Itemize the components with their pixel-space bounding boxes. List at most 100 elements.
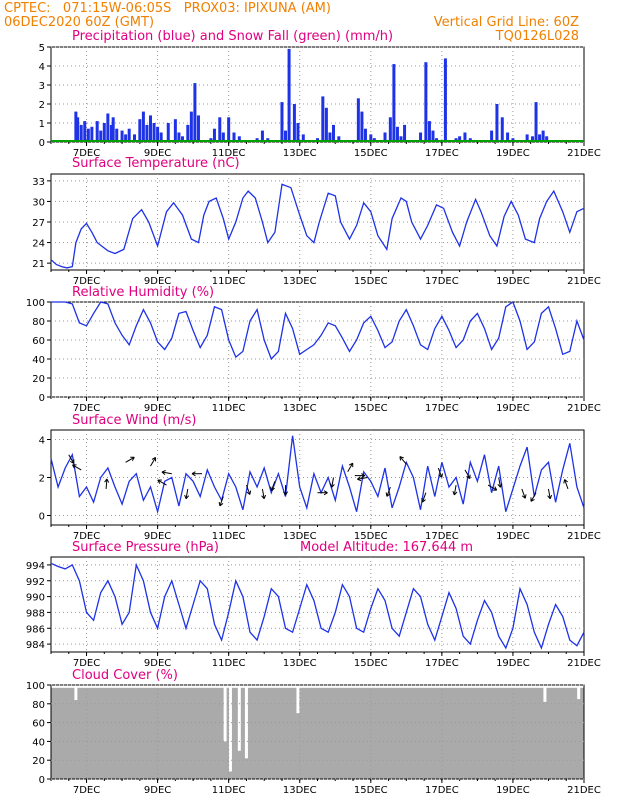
- precip-bar: [388, 117, 392, 142]
- cloud-title: Cloud Cover (%): [72, 668, 178, 683]
- wind-arrow: [453, 485, 457, 496]
- wind-arrow-head: [547, 495, 551, 500]
- precip-bar: [148, 115, 152, 142]
- header-line1: CPTEC: 071:15W-06:05S PROX03: IPIXUNA (A…: [4, 1, 331, 16]
- panel-frame-1: [50, 173, 585, 271]
- wind-arrow: [547, 488, 551, 499]
- x-tick-label: 11DEC: [212, 785, 246, 796]
- wind-arrow-head: [521, 495, 526, 499]
- y-tick-label: 80: [32, 700, 45, 711]
- x-tick-label: 19DEC: [496, 403, 530, 414]
- y-tick-label: 5: [39, 43, 45, 54]
- wind-arrow-head: [524, 494, 527, 499]
- x-tick-label: 17DEC: [425, 531, 459, 542]
- wind-arrow: [331, 477, 334, 488]
- pressure-title: Surface Pressure (hPa): [72, 540, 219, 555]
- wind-arrow-head: [563, 479, 566, 484]
- temp-title: Surface Temperature (nC): [72, 156, 240, 171]
- precip-bar: [166, 123, 170, 142]
- series-line-2: [51, 300, 585, 361]
- wind-arrow-head: [271, 487, 275, 492]
- precip-bar: [106, 113, 110, 142]
- wind-arrow: [399, 456, 407, 465]
- precip-bar: [424, 62, 428, 143]
- wind-arrow-head: [453, 491, 458, 496]
- wind-arrow-head: [530, 498, 535, 502]
- precip-bar: [383, 132, 387, 142]
- precip-bar: [124, 134, 128, 142]
- precip-bar: [545, 136, 549, 142]
- x-tick-label: 17DEC: [425, 785, 459, 796]
- x-tick-label: 15DEC: [354, 276, 388, 287]
- x-tick-label: 7DEC: [73, 276, 100, 287]
- precip-bar: [152, 123, 156, 142]
- x-tick-label: 19DEC: [496, 785, 530, 796]
- x-tick-label: 15DEC: [354, 785, 388, 796]
- wind-arrow: [261, 488, 265, 499]
- precip-bar: [138, 119, 142, 142]
- wind-arrow-head: [386, 493, 391, 497]
- precip-bar: [177, 132, 181, 142]
- precip-bar: [369, 134, 373, 142]
- x-tick-label: 21DEC: [567, 276, 601, 287]
- precip-bar: [431, 130, 435, 142]
- wind-arrow-head: [285, 491, 289, 496]
- precip-bar: [525, 134, 529, 142]
- wind-arrow: [185, 488, 189, 499]
- precip-bar: [111, 117, 115, 142]
- x-tick-label: 13DEC: [283, 785, 317, 796]
- y-tick-label: 60: [32, 719, 45, 730]
- y-tick-label: 100: [26, 298, 45, 309]
- precip-bar: [284, 130, 288, 142]
- y-tick-label: 0: [39, 775, 45, 786]
- precip-bar: [356, 98, 360, 142]
- precip-bar: [102, 123, 106, 142]
- wind-arrow-head: [385, 492, 388, 497]
- wind-arrow-head: [361, 473, 366, 477]
- panel-frame-0: [50, 46, 585, 143]
- precip-bar: [541, 130, 545, 142]
- y-tick-label: 20: [32, 374, 45, 385]
- precip-bar: [490, 130, 494, 142]
- cloud-gap: [577, 685, 581, 700]
- y-tick-label: 40: [32, 737, 45, 748]
- x-tick-label: 13DEC: [283, 276, 317, 287]
- x-tick-label: 21DEC: [567, 785, 601, 796]
- wind-arrow: [125, 456, 135, 463]
- precip-bar: [260, 130, 264, 142]
- precip-bar: [127, 128, 131, 142]
- precip-bar: [212, 128, 216, 142]
- wind-arrow-head: [283, 491, 286, 496]
- y-tick-label: 21: [32, 259, 45, 270]
- wind-arrow: [72, 464, 82, 471]
- wind-arrow-head: [270, 486, 272, 491]
- wind-arrow: [437, 467, 443, 478]
- wind-arrow: [219, 496, 224, 507]
- precip-bar: [159, 132, 163, 142]
- x-tick-label: 15DEC: [354, 658, 388, 669]
- precip-bar: [495, 104, 499, 142]
- precip-bar: [301, 134, 305, 142]
- precip-bar: [399, 136, 403, 142]
- y-tick-label: 4: [39, 62, 45, 73]
- x-tick-label: 17DEC: [425, 658, 459, 669]
- y-tick-label: 990: [26, 593, 45, 604]
- wind-arrow-head: [261, 495, 265, 500]
- y-tick-label: 20: [32, 756, 45, 767]
- series-line-1: [50, 183, 585, 269]
- precip-bar: [120, 130, 124, 142]
- wind-arrow-head: [399, 456, 404, 459]
- x-tick-label: 19DEC: [496, 148, 530, 159]
- header-line2-right: Vertical Grid Line: 60Z: [434, 15, 579, 30]
- precip-bar: [95, 121, 99, 142]
- precip-bar: [186, 124, 190, 142]
- x-tick-label: 7DEC: [73, 531, 100, 542]
- wind-arrow-head: [246, 491, 251, 495]
- x-tick-label: 21DEC: [567, 148, 601, 159]
- wind-arrow: [464, 469, 471, 479]
- wind-arrow-head: [357, 476, 361, 480]
- precip-bar: [99, 130, 103, 142]
- y-tick-label: 33: [32, 177, 45, 188]
- precip-bar: [463, 132, 467, 142]
- wind-arrow-head: [361, 475, 366, 479]
